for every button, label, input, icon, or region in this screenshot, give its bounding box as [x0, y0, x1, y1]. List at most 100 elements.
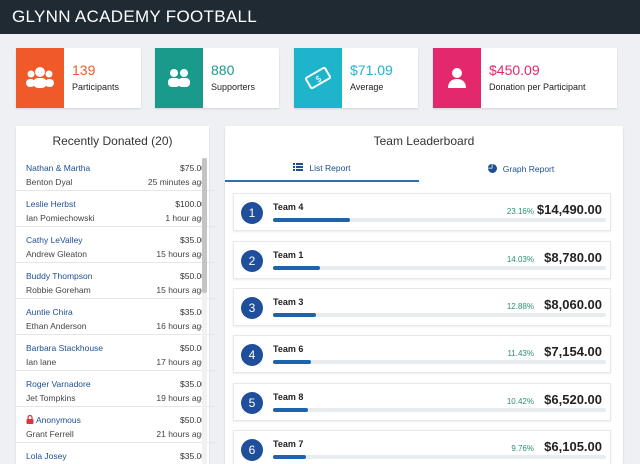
progress-track	[273, 360, 606, 364]
team-amount: $14,490.00	[536, 202, 602, 217]
participant-name: Jet Tompkins	[26, 393, 76, 403]
donor-name-anonymous: Anonymous	[26, 414, 81, 425]
donor-amount: $35.00	[180, 451, 206, 461]
progress-track	[273, 266, 606, 270]
user-icon	[448, 68, 466, 88]
team-amount: $7,154.00	[544, 344, 602, 359]
donor-amount: $50.00	[180, 271, 206, 281]
list-item: Cathy LeValley $35.00 Andrew Gleaton 15 …	[16, 227, 215, 263]
donor-amount: $35.00	[180, 307, 206, 317]
lock-icon	[26, 414, 34, 424]
team-leaderboard-title: Team Leaderboard	[373, 134, 475, 148]
team-percent: 23.16%	[506, 207, 534, 216]
list-item: Anonymous $50.00 Grant Ferrell 21 hours …	[16, 407, 215, 443]
team-name: Team 7	[273, 439, 304, 449]
list-item: Buddy Thompson $50.00 Robbie Goreham 15 …	[16, 263, 215, 299]
leaderboard-row: 3 Team 3 12.88% $8,060.00	[233, 288, 611, 326]
supporters-tile	[155, 48, 203, 108]
rank-badge: 2	[241, 250, 263, 272]
users-group-icon	[26, 67, 54, 88]
rank-badge: 3	[241, 297, 263, 319]
donor-list-scrollbar[interactable]	[202, 158, 207, 464]
donor-name: Anonymous	[36, 415, 81, 425]
tab-list-report-label: List Report	[309, 163, 351, 173]
list-item: Barbara Stackhouse $50.00 Ian lane 17 ho…	[16, 335, 215, 371]
donor-name: Roger Varnadore	[26, 379, 91, 389]
team-leaderboard-panel: Team Leaderboard List Report Graph Repor…	[225, 126, 623, 464]
donor-amount: $50.00	[180, 343, 206, 353]
participant-name: Grant Ferrell	[26, 429, 74, 439]
stat-card-average: $ $71.09 Average	[294, 48, 418, 108]
team-percent: 14.03%	[506, 255, 534, 264]
progress-track	[273, 408, 606, 412]
donor-list[interactable]: Nathan & Martha $75.00 Benton Dyal 25 mi…	[16, 155, 215, 464]
participant-name: Benton Dyal	[26, 177, 73, 187]
progress-fill	[273, 313, 316, 317]
progress-track	[273, 455, 606, 459]
team-amount: $8,780.00	[544, 250, 602, 265]
team-name: Team 4	[273, 202, 304, 212]
participant-name: Ethan Anderson	[26, 321, 87, 331]
donation-time: 21 hours ago	[156, 429, 206, 439]
rank-badge: 1	[241, 202, 263, 224]
list-item: Nathan & Martha $75.00 Benton Dyal 25 mi…	[16, 155, 215, 191]
progress-fill	[273, 218, 351, 222]
donor-name: Buddy Thompson	[26, 271, 93, 281]
donor-amount: $35.00	[180, 379, 206, 389]
progress-fill	[273, 408, 308, 412]
participant-name: Robbie Goreham	[26, 285, 91, 295]
recently-donated-title: Recently Donated (20)	[52, 134, 173, 148]
team-amount: $8,060.00	[544, 297, 602, 312]
donation-time: 15 hours ago	[156, 249, 206, 259]
donor-name: Leslie Herbst	[26, 199, 76, 209]
donor-amount: $35.00	[180, 235, 206, 245]
participant-name: Andrew Gleaton	[26, 249, 87, 259]
leaderboard-row: 4 Team 6 11.43% $7,154.00	[233, 335, 611, 373]
donation-per-participant-label: Donation per Participant	[489, 82, 586, 92]
rank-badge: 4	[241, 344, 263, 366]
donor-amount: $50.00	[180, 415, 206, 425]
recently-donated-panel: Recently Donated (20)	[16, 126, 209, 464]
progress-fill	[273, 266, 320, 270]
team-percent: 10.42%	[506, 397, 534, 406]
donor-amount: $100.00	[175, 199, 206, 209]
list-item: Leslie Herbst $100.00 Ian Pomiechowski 1…	[16, 191, 215, 227]
progress-track	[273, 313, 606, 317]
participant-name: Ian lane	[26, 357, 57, 367]
scrollbar-thumb[interactable]	[202, 158, 207, 293]
stat-card-supporters: 880 Supporters	[155, 48, 279, 108]
participant-name: Ian Pomiechowski	[26, 213, 95, 223]
report-tabs: List Report Graph Report	[225, 156, 623, 182]
team-name: Team 6	[273, 344, 304, 354]
team-name: Team 8	[273, 392, 304, 402]
stat-card-participants: 139 Participants	[16, 48, 141, 108]
team-amount: $6,105.00	[544, 439, 602, 454]
team-percent: 12.88%	[506, 302, 534, 311]
team-percent: 9.76%	[511, 444, 534, 453]
donor-name: Lola Josey	[26, 451, 67, 461]
list-item: Roger Varnadore $35.00 Jet Tompkins 19 h…	[16, 371, 215, 407]
participants-label: Participants	[72, 82, 120, 92]
donation-time: 19 hours ago	[156, 393, 206, 403]
list-item: Auntie Chira $35.00 Ethan Anderson 16 ho…	[16, 299, 215, 335]
donation-time: 17 hours ago	[156, 357, 206, 367]
team-name: Team 1	[273, 250, 304, 260]
donor-name: Auntie Chira	[26, 307, 73, 317]
tab-graph-report[interactable]: Graph Report	[419, 156, 623, 182]
participants-tile	[16, 48, 64, 108]
tab-list-report[interactable]: List Report	[225, 156, 419, 182]
progress-fill	[273, 360, 312, 364]
progress-track	[273, 218, 606, 222]
list-item: Lola Josey $35.00	[16, 443, 215, 464]
team-name: Team 3	[273, 297, 304, 307]
average-tile: $	[294, 48, 342, 108]
donation-time: 25 minutes ago	[147, 177, 206, 187]
rank-badge: 5	[241, 392, 263, 414]
donor-amount: $75.00	[180, 163, 206, 173]
leaderboard-row: 2 Team 1 14.03% $8,780.00	[233, 241, 611, 279]
leaderboard-row: 1 Team 4 23.16% $14,490.00	[233, 193, 611, 231]
money-bill-icon: $	[305, 66, 331, 90]
leaderboard-row: 5 Team 8 10.42% $6,520.00	[233, 383, 611, 421]
progress-fill	[273, 455, 306, 459]
average-value: $71.09	[350, 62, 393, 78]
